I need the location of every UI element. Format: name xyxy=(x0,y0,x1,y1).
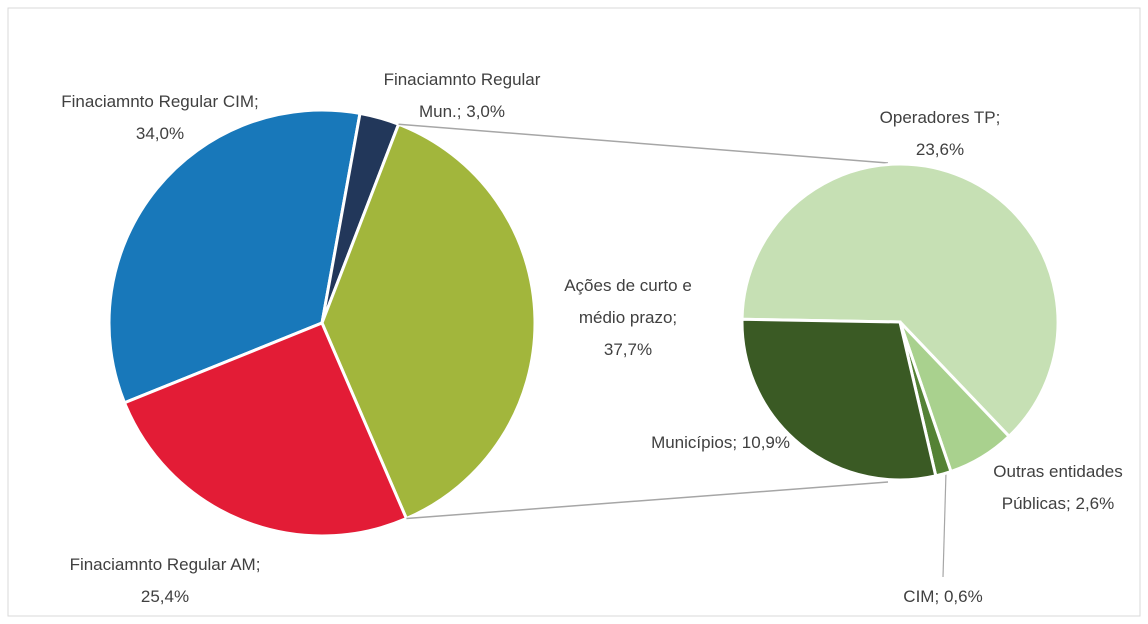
label-separator: ; xyxy=(456,102,462,121)
label-separator: ; xyxy=(254,92,259,111)
label-name: Finaciamnto Regular CIM xyxy=(61,92,254,111)
label-value: 10,9% xyxy=(741,433,790,452)
label-value: 0,6% xyxy=(943,587,983,606)
leader-line xyxy=(942,471,947,578)
data-label: Outras entidades Públicas; 2,6% xyxy=(983,456,1133,520)
label-name: Outras entidades Públicas xyxy=(993,462,1123,513)
data-label: Operadores TP; 23,6% xyxy=(865,102,1015,166)
label-value: 34,0% xyxy=(135,124,185,143)
label-separator: ; xyxy=(934,587,940,606)
data-label: Finaciamnto Regular Mun.; 3,0% xyxy=(372,64,552,128)
label-separator: ; xyxy=(995,108,1001,127)
label-name: Operadores TP xyxy=(879,108,996,127)
label-name: Finaciamnto Regular AM xyxy=(69,555,256,574)
pie-slice xyxy=(740,162,1060,439)
pie-slice xyxy=(320,122,537,521)
data-label: Finaciamnto Regular AM; 25,4% xyxy=(45,549,285,613)
label-name: Ações de curto e médio prazo xyxy=(564,276,692,327)
connector-line xyxy=(398,123,889,164)
pie-slice xyxy=(740,317,938,482)
label-value: 25,4% xyxy=(140,587,190,606)
data-label: CIM; 0,6% xyxy=(878,581,1008,613)
pie-slice xyxy=(122,321,409,538)
label-value: 3,0% xyxy=(466,102,505,121)
pie-slice xyxy=(107,108,362,405)
label-separator: ; xyxy=(732,433,738,452)
label-value: 23,6% xyxy=(915,140,965,159)
data-label: Finaciamnto Regular CIM; 34,0% xyxy=(45,86,275,150)
connector-line xyxy=(406,481,889,520)
label-name: Municípios xyxy=(651,433,733,452)
label-name: CIM xyxy=(903,587,935,606)
label-separator: ; xyxy=(672,308,678,327)
label-separator: ; xyxy=(1066,494,1071,513)
label-separator: ; xyxy=(255,555,261,574)
label-value: 2,6% xyxy=(1075,494,1115,513)
label-name: Finaciamnto Regular Mun. xyxy=(383,70,541,121)
data-label: Municípios; 10,9% xyxy=(590,427,790,459)
label-value: 37,7% xyxy=(603,340,653,359)
data-label: Ações de curto e médio prazo; 37,7% xyxy=(558,270,698,366)
